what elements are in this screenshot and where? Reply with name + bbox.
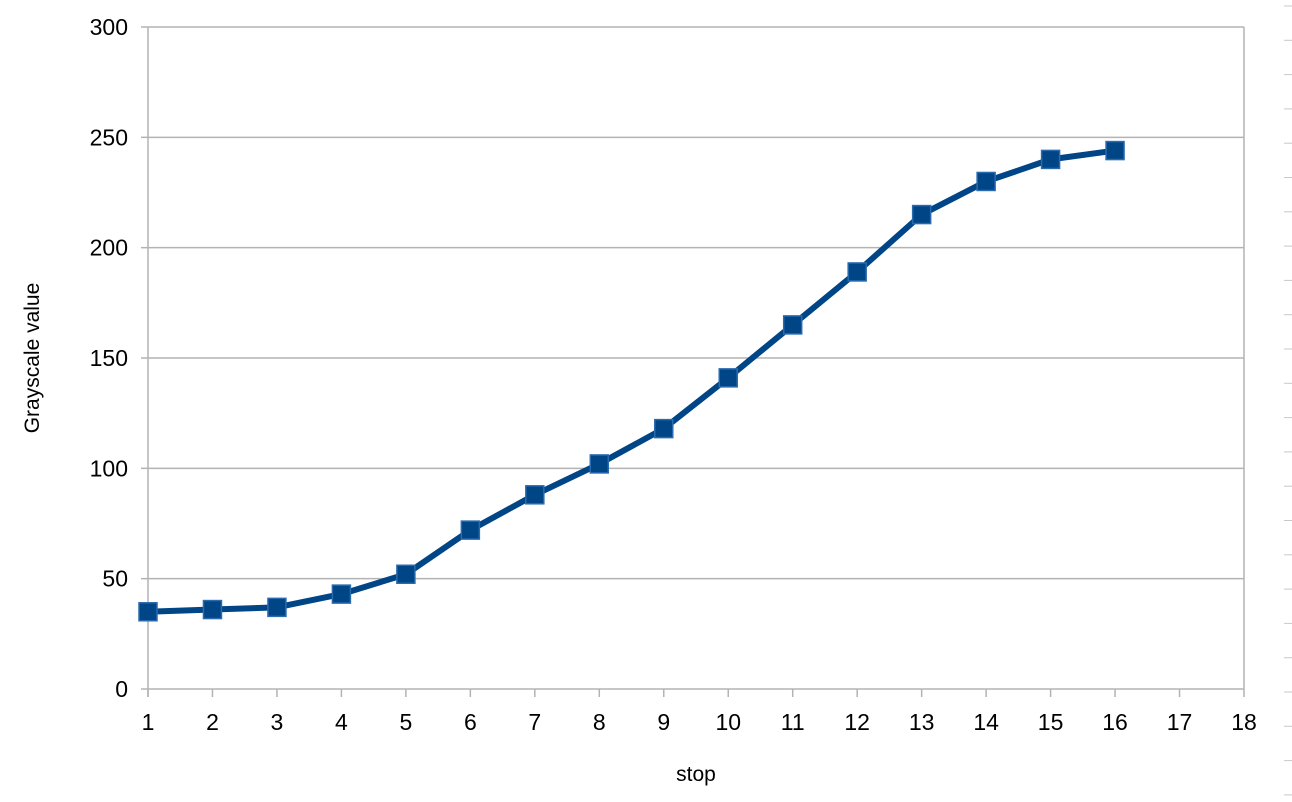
data-point-marker (654, 418, 674, 439)
series-line (145, 147, 1119, 615)
x-tick-label: 7 (528, 709, 541, 735)
gridlines (148, 26, 1244, 580)
y-tick-label: 100 (90, 455, 128, 481)
data-point-marker (718, 368, 738, 388)
data-point-marker (976, 171, 996, 192)
x-tick-label: 15 (1038, 709, 1064, 735)
x-tick-labels: 1 2 3 4 5 6 7 8 9 10 11 12 13 14 15 16 17 18 (142, 709, 1257, 735)
y-tick-label: 200 (90, 235, 128, 261)
data-point-marker (460, 520, 481, 540)
x-tick-label: 14 (973, 709, 999, 735)
x-tick-label: 1 (142, 709, 155, 735)
data-point-marker (202, 599, 223, 620)
data-point-marker (396, 564, 416, 585)
data-series (138, 140, 1125, 622)
x-tick-label: 13 (909, 709, 935, 735)
y-tick-label: 50 (102, 566, 128, 592)
data-point-marker (589, 454, 610, 474)
x-axis-title: stop (676, 763, 716, 786)
y-tick-label: 300 (90, 14, 128, 40)
axes (141, 26, 1245, 697)
x-tick-label: 6 (464, 709, 477, 735)
x-tick-label: 2 (206, 709, 219, 735)
data-point-marker (267, 597, 287, 618)
data-point-marker (525, 485, 545, 505)
y-tick-label: 250 (90, 124, 128, 150)
data-point-marker (847, 262, 867, 282)
y-tick-label: 0 (115, 676, 128, 702)
right-edge-marks (1284, 5, 1292, 796)
x-tick-label: 17 (1167, 709, 1193, 735)
data-point-marker (1040, 149, 1061, 170)
y-axis-title: Grayscale value (21, 283, 44, 434)
x-tick-label: 10 (715, 709, 741, 735)
data-point-marker (911, 204, 932, 225)
x-tick-label: 18 (1231, 709, 1257, 735)
x-tick-label: 12 (844, 709, 870, 735)
data-point-marker (1105, 140, 1125, 161)
y-tick-label: 150 (90, 345, 128, 371)
data-point-marker (331, 584, 352, 604)
x-tick-label: 8 (593, 709, 606, 735)
x-tick-label: 11 (781, 709, 805, 735)
y-tick-labels: 0 50 100 150 200 250 300 (90, 14, 128, 702)
x-tick-label: 9 (657, 709, 670, 735)
x-tick-label: 16 (1102, 709, 1128, 735)
x-tick-label: 4 (335, 709, 348, 735)
x-tick-label: 5 (399, 709, 412, 735)
data-point-marker (138, 602, 158, 622)
data-point-marker (782, 315, 803, 335)
x-tick-label: 3 (271, 709, 284, 735)
